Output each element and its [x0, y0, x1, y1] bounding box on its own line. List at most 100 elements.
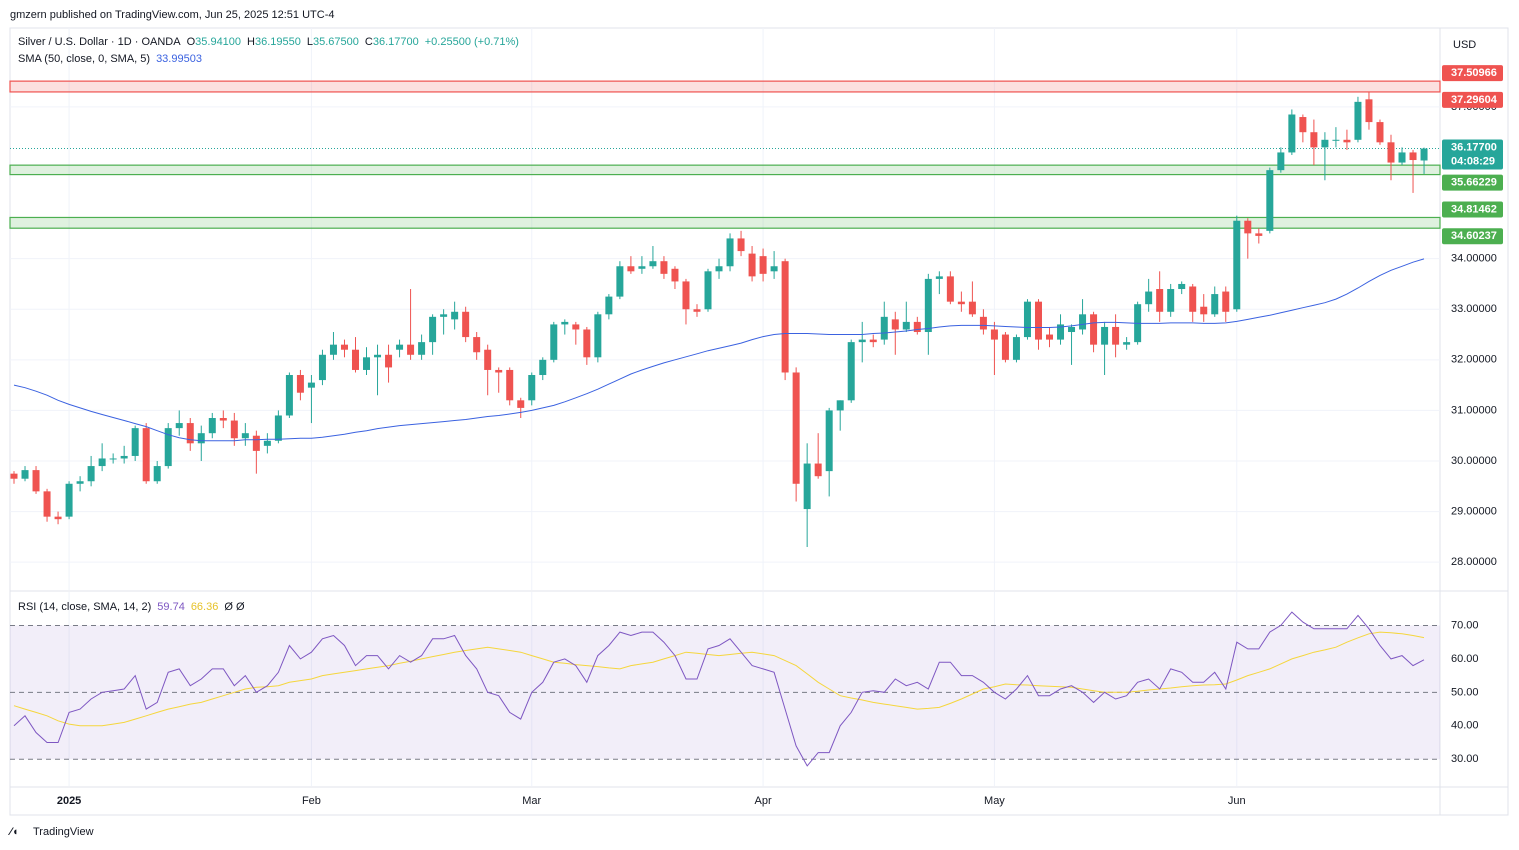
candle-body	[1365, 99, 1373, 123]
candle-body	[968, 301, 976, 315]
candle-body	[186, 423, 194, 444]
x-tick-label: Feb	[302, 795, 321, 807]
candle-body	[407, 344, 415, 355]
candle-body	[296, 375, 304, 393]
rsi-tick-label: 70.00	[1451, 619, 1479, 631]
candle-body	[1046, 334, 1054, 340]
candle-body	[682, 281, 690, 310]
candle-body	[1288, 114, 1296, 153]
zone	[9, 216, 1441, 229]
countdown: 04:08:29	[1451, 155, 1495, 167]
candle-body	[946, 276, 954, 302]
candle-body	[1101, 326, 1109, 345]
legend-item: 35.94100	[195, 36, 241, 48]
candle-body	[638, 266, 646, 269]
candle-body	[87, 466, 95, 482]
candle-body	[594, 314, 602, 358]
legend-item: +0.25500 (+0.71%)	[425, 36, 519, 48]
candle-body	[880, 316, 888, 340]
candle-body	[318, 354, 326, 381]
candle-body	[1420, 148, 1428, 161]
candle-body	[561, 321, 569, 325]
candle-body	[814, 463, 822, 477]
rsi-tick-label: 30.00	[1451, 753, 1479, 765]
candle-body	[429, 316, 437, 343]
candle-body	[990, 329, 998, 340]
candle-body	[649, 261, 657, 267]
candle-body	[803, 463, 811, 510]
rsi-legend: RSI (14, close, SMA, 14, 2) 59.74 66.36 Ø Ø	[18, 601, 245, 613]
candle-body	[131, 428, 139, 456]
symbol-legend: Silver / U.S. Dollar · 1D · OANDA O35.941…	[18, 36, 519, 48]
candle-body	[737, 238, 745, 252]
candle-body	[1222, 291, 1230, 312]
candle-body	[374, 354, 382, 358]
candle-body	[363, 357, 371, 370]
legend-item: C	[365, 36, 373, 48]
rsi-sma-line	[13, 631, 1425, 727]
candle-body	[605, 296, 613, 315]
legend-item: 66.36	[191, 601, 219, 613]
candle-body	[935, 276, 943, 279]
candle-body	[1255, 233, 1263, 236]
candle-body	[583, 329, 591, 358]
price-badge-label: 37.50966	[1451, 67, 1497, 79]
price-badge	[1442, 228, 1503, 245]
candle-body	[10, 473, 18, 479]
legend-item: 33.99503	[156, 53, 202, 65]
candle-body	[351, 349, 359, 370]
rsi-line	[13, 611, 1425, 767]
candle-body	[704, 271, 712, 310]
candle-body	[1023, 301, 1031, 338]
legend-item: H	[247, 36, 255, 48]
x-tick-label: Apr	[755, 795, 772, 807]
x-tick-label: 2025	[57, 795, 81, 807]
candle-body	[462, 311, 470, 338]
candle-body	[473, 337, 481, 353]
candle-body	[1156, 289, 1164, 312]
legend-item: 59.74	[157, 601, 185, 613]
candle-body	[627, 266, 635, 272]
candle-body	[924, 278, 932, 333]
candle-body	[1057, 324, 1065, 340]
price-badge-label: 34.60237	[1451, 230, 1497, 242]
candle-body	[913, 321, 921, 333]
last-price-badge	[1442, 139, 1503, 170]
footer-brand: TradingView	[33, 826, 94, 838]
legend-item: RSI (14, close, SMA, 14, 2)	[18, 601, 151, 613]
legend-item: Silver / U.S. Dollar · 1D · OANDA	[18, 36, 181, 48]
candle-body	[76, 481, 84, 484]
candle-body	[1034, 301, 1042, 340]
candle-body	[671, 268, 679, 282]
candle-body	[693, 309, 701, 312]
candle-body	[748, 253, 756, 277]
y-tick-label: 31.00000	[1451, 404, 1497, 416]
candle-body	[230, 420, 238, 439]
candle-body	[98, 458, 106, 467]
rsi-tick-label: 60.00	[1451, 653, 1479, 665]
candle-body	[1145, 291, 1153, 305]
candle-body	[1376, 122, 1384, 143]
x-tick-label: May	[984, 795, 1005, 807]
currency[interactable]: USD	[1453, 39, 1476, 51]
candle-body	[792, 372, 800, 484]
y-tick-label: 28.00000	[1451, 556, 1497, 568]
candle-body	[120, 455, 128, 459]
candle-body	[616, 266, 624, 297]
candle-body	[1001, 334, 1009, 360]
candle-body	[142, 428, 150, 482]
candle-body	[726, 238, 734, 267]
candle-body	[1343, 139, 1351, 143]
legend-item: L	[307, 36, 313, 48]
zone	[9, 164, 1441, 176]
candle-body	[396, 344, 404, 350]
candle-body	[484, 349, 492, 370]
candle-body	[858, 339, 866, 343]
candle-body	[1332, 139, 1340, 141]
candle-body	[847, 342, 855, 401]
chart-frame	[9, 27, 1509, 816]
candle-body	[197, 433, 205, 444]
candle-body	[957, 301, 965, 305]
candle-body	[1123, 342, 1131, 345]
